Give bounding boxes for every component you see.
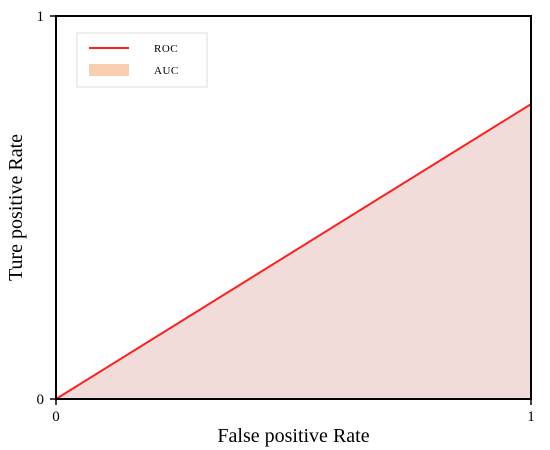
y-axis-title: Ture positive Rate (5, 134, 27, 281)
y-tick-label: 1 (37, 9, 45, 25)
plot-area (55, 103, 532, 400)
x-axis-title: False positive Rate (217, 425, 369, 447)
legend-label-roc: ROC (154, 43, 178, 55)
axes: 0 1 0 1 (37, 9, 535, 425)
x-tick-label: 0 (52, 409, 60, 425)
roc-line (55, 103, 532, 400)
legend-swatch-auc (89, 64, 129, 76)
legend: ROC AUC (76, 32, 208, 88)
x-tick-label: 1 (527, 409, 535, 425)
legend-box (76, 32, 208, 88)
y-tick-label: 0 (37, 392, 45, 408)
legend-label-auc: AUC (154, 65, 179, 77)
plot-frame (55, 15, 532, 400)
